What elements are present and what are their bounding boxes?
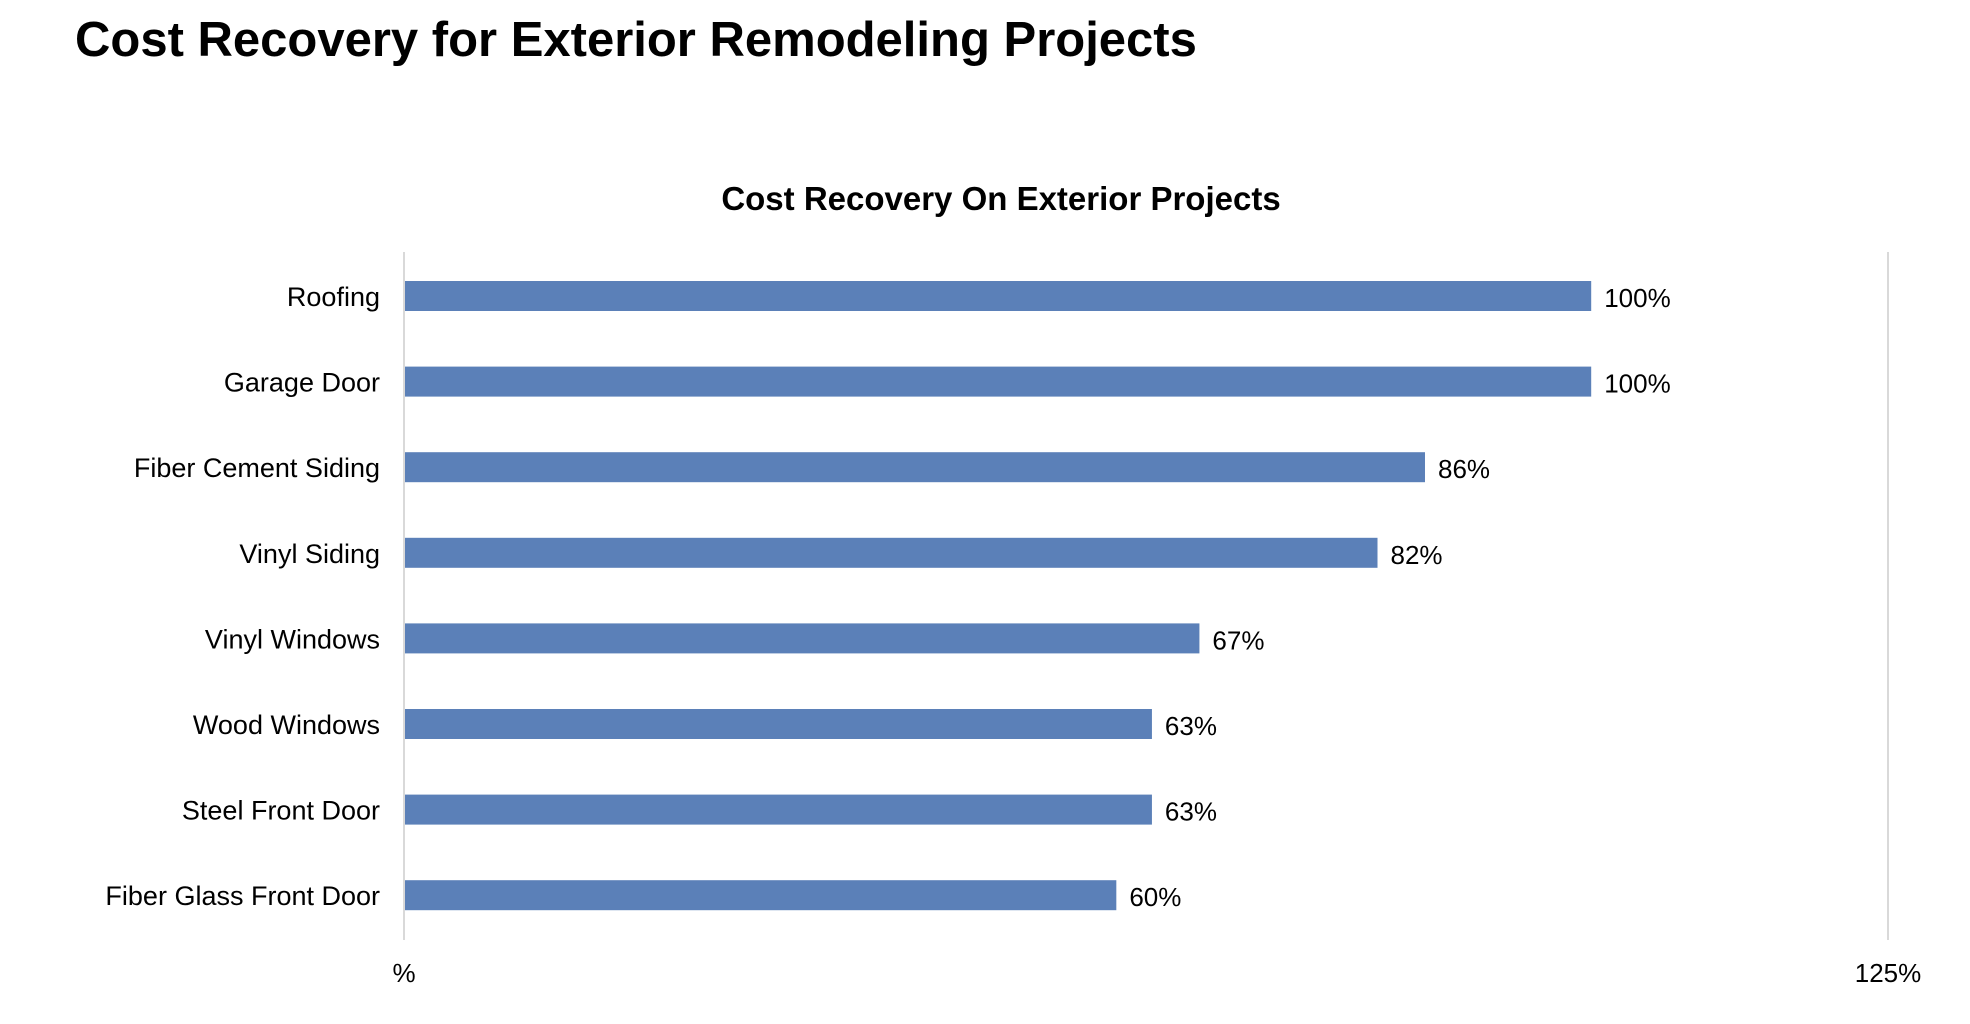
bar [405, 794, 1152, 825]
bar [405, 452, 1425, 483]
page-title: Cost Recovery for Exterior Remodeling Pr… [75, 13, 1197, 67]
x-tick-label: 125% [1855, 958, 1922, 988]
chart-title: Cost Recovery On Exterior Projects [721, 180, 1281, 217]
bar [405, 709, 1152, 739]
category-label: Vinyl Windows [205, 624, 380, 654]
data-label: 63% [1165, 711, 1217, 741]
category-label: Fiber Cement Siding [134, 453, 380, 483]
category-label: Roofing [287, 282, 380, 312]
category-label: Vinyl Siding [239, 539, 380, 569]
data-label: 100% [1604, 369, 1671, 399]
category-label: Fiber Glass Front Door [105, 881, 380, 911]
category-label: Garage Door [224, 368, 380, 398]
bar [405, 537, 1378, 568]
bar [405, 880, 1117, 911]
data-label: 100% [1604, 283, 1671, 313]
data-label: 63% [1165, 797, 1217, 827]
bar [405, 366, 1592, 397]
data-label: 82% [1391, 540, 1443, 570]
data-label: 86% [1438, 454, 1490, 484]
x-tick-label: % [392, 958, 415, 988]
data-label: 60% [1129, 882, 1181, 912]
data-label: 67% [1212, 625, 1264, 655]
bar [405, 623, 1200, 654]
bar [405, 281, 1592, 311]
category-label: Wood Windows [193, 710, 380, 740]
category-label: Steel Front Door [182, 796, 380, 826]
